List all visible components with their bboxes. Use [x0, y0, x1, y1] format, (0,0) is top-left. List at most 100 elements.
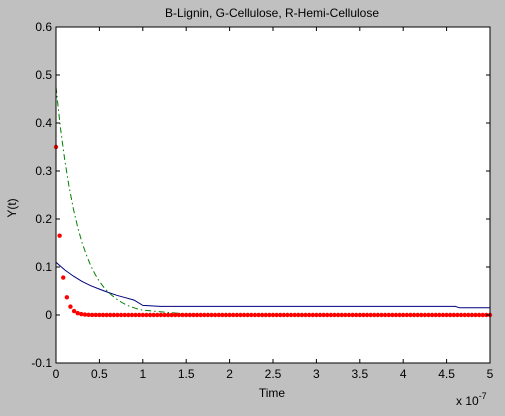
series-3-marker — [231, 312, 236, 318]
x-tick-label: 1 — [139, 367, 146, 381]
series-3-marker — [115, 312, 120, 318]
series-3-marker — [404, 312, 410, 318]
y-tick-label: 0.2 — [35, 212, 52, 226]
series-3-marker — [223, 312, 229, 318]
series-3-marker — [82, 312, 88, 317]
series-3-marker — [202, 312, 207, 318]
series-3-marker — [263, 312, 268, 318]
x-tick-label: 3.5 — [351, 367, 368, 381]
chart-title: B-Lignin, G-Cellulose, R-Hemi-Cellulose — [165, 6, 379, 20]
series-3-marker — [462, 312, 467, 318]
x-tick-label: 5 — [487, 367, 494, 381]
x-tick-label: 4 — [400, 367, 407, 381]
x-axis-exponent-power: -7 — [479, 391, 487, 401]
series-3-marker — [314, 312, 319, 318]
x-tick-label: 0 — [53, 367, 60, 381]
y-tick-label: 0.3 — [35, 164, 52, 178]
x-axis-label: Time — [259, 386, 286, 400]
series-3-marker — [419, 312, 424, 318]
series-3-marker — [306, 312, 312, 318]
y-tick-label: 0.1 — [35, 260, 52, 274]
series-3-marker — [335, 312, 341, 318]
x-axis-exponent: x 10-7 — [456, 391, 487, 408]
series-3-marker — [422, 312, 428, 318]
series-3-marker — [198, 312, 203, 318]
y-tick-label: 0.6 — [35, 20, 52, 34]
series-3-marker — [325, 312, 330, 318]
series-3-marker — [466, 312, 471, 318]
series-3-marker — [220, 312, 225, 318]
series-3-marker — [234, 312, 240, 318]
series-3-marker — [375, 312, 381, 318]
series-3-marker — [61, 275, 66, 280]
series-3-marker — [216, 312, 221, 318]
series-3-marker — [440, 312, 446, 318]
series-3-marker — [147, 312, 153, 318]
series-3-marker — [473, 312, 478, 318]
series-3-marker — [408, 312, 413, 318]
series-3-marker — [444, 312, 449, 318]
series-3-marker — [162, 312, 167, 318]
series-3-marker — [79, 311, 84, 317]
y-tick-label: 0.5 — [35, 68, 52, 82]
series-3-marker — [158, 312, 164, 318]
x-tick-label: 2 — [226, 367, 233, 381]
series-3-marker — [299, 312, 305, 318]
series-3-marker — [191, 312, 196, 318]
series-3-marker — [165, 312, 171, 318]
series-3-marker — [379, 312, 384, 318]
series-3-marker — [382, 312, 388, 318]
series-3-marker — [238, 312, 243, 318]
series-3-marker — [310, 312, 315, 318]
series-3-marker — [411, 312, 417, 318]
series-3-marker — [339, 312, 344, 318]
series-3-marker — [256, 312, 261, 318]
series-3-marker — [415, 312, 420, 318]
series-3-marker — [455, 312, 460, 318]
series-3-marker — [209, 312, 214, 318]
series-3-marker — [353, 312, 359, 318]
series-3-marker — [296, 312, 301, 318]
series-3-marker — [97, 312, 102, 318]
series-3-marker — [187, 312, 193, 318]
series-3-marker — [104, 312, 109, 318]
series-3-marker — [68, 304, 73, 309]
series-3-marker — [133, 312, 138, 318]
series-3-marker — [75, 310, 80, 316]
series-3-marker — [212, 312, 218, 318]
series-3-marker — [71, 308, 77, 314]
series-3-marker — [108, 312, 113, 318]
x-tick-label: 4.5 — [438, 367, 455, 381]
series-3-marker — [151, 312, 156, 318]
series-3-marker — [357, 312, 362, 318]
series-3-marker — [173, 312, 178, 318]
series-3-marker — [469, 312, 475, 318]
series-3-marker — [361, 312, 366, 318]
x-tick-label: 3 — [313, 367, 320, 381]
series-3-marker — [346, 312, 352, 318]
series-3-marker — [426, 312, 431, 318]
series-3-marker — [86, 312, 91, 318]
series-3-marker — [372, 312, 377, 318]
series-3-marker — [249, 312, 254, 318]
y-axis-label: Y(t) — [5, 198, 19, 217]
series-3-marker — [180, 312, 185, 318]
series-3-marker — [227, 312, 232, 318]
series-3-marker — [140, 312, 145, 318]
series-layer — [53, 86, 493, 318]
series-3-marker — [448, 312, 453, 318]
x-tick-label: 1.5 — [178, 367, 195, 381]
series-3-marker — [259, 312, 265, 318]
series-3-marker — [245, 312, 250, 318]
series-3-marker — [386, 312, 391, 318]
series-3-marker — [364, 312, 370, 318]
series-3-marker — [332, 312, 337, 318]
series-2-line — [55, 86, 490, 316]
series-3-marker — [303, 312, 308, 318]
series-3-marker — [252, 312, 258, 318]
series-3-marker — [429, 312, 435, 318]
series-3-marker — [241, 312, 247, 318]
series-3-marker — [274, 312, 279, 318]
